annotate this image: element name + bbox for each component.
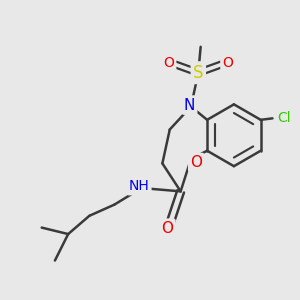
- Text: O: O: [190, 155, 202, 170]
- Text: NH: NH: [129, 179, 149, 194]
- Text: O: O: [222, 56, 233, 70]
- Text: O: O: [164, 56, 174, 70]
- Text: S: S: [193, 64, 204, 82]
- Text: N: N: [184, 98, 195, 112]
- Text: Cl: Cl: [277, 111, 290, 125]
- Text: O: O: [161, 221, 173, 236]
